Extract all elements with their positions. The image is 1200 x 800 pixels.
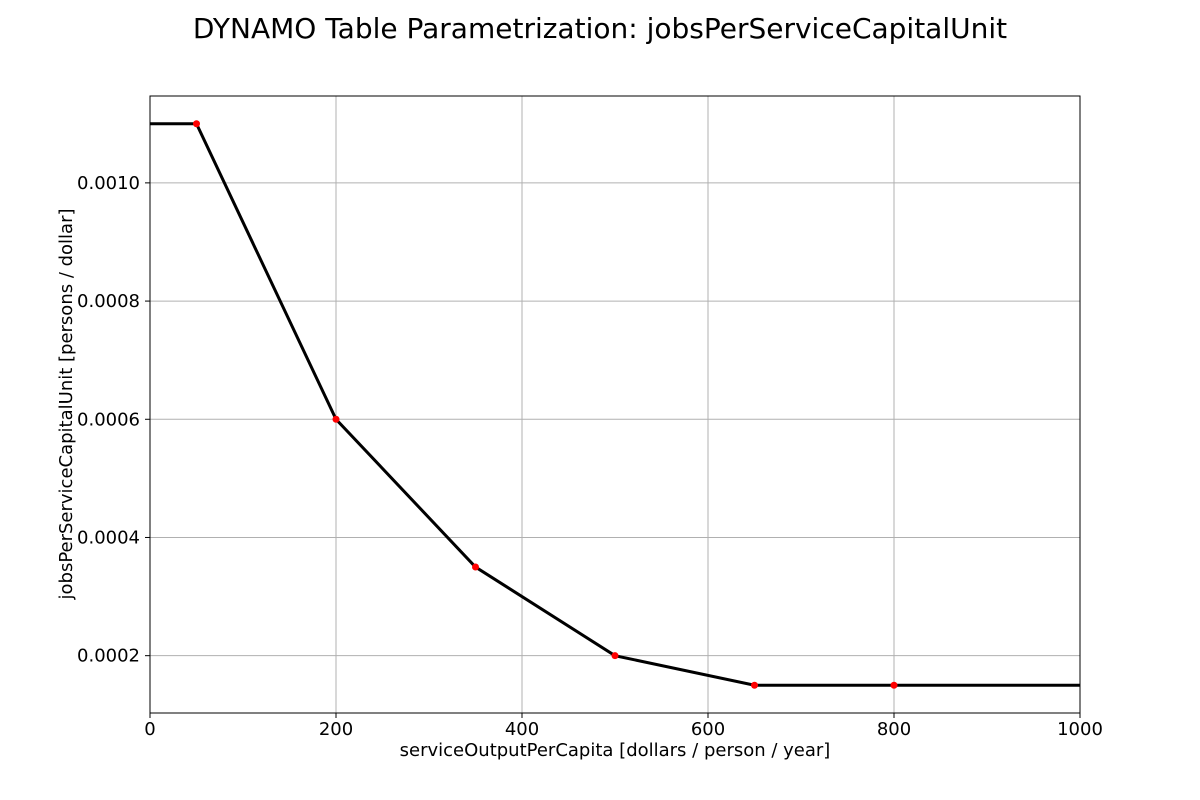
series-line-group xyxy=(150,122,1080,687)
series-line xyxy=(150,122,1080,687)
plot-frame xyxy=(149,95,1081,714)
x-tick-label: 200 xyxy=(319,719,353,740)
x-tick-label: 800 xyxy=(877,719,911,740)
data-point xyxy=(472,563,479,571)
data-point xyxy=(332,415,340,423)
y-axis-ticks: 0.0002 0.0004 0.0006 0.0008 0.0010 xyxy=(77,173,150,667)
grid xyxy=(149,96,1081,713)
y-axis-label: jobsPerServiceCapitalUnit [persons / dol… xyxy=(56,208,77,600)
x-axis-ticks: 0 200 400 600 800 1000 xyxy=(144,713,1103,740)
y-tick-label: 0.0006 xyxy=(77,409,140,430)
data-point xyxy=(193,120,200,128)
data-point xyxy=(890,681,898,689)
series-points-group xyxy=(193,120,898,689)
chart-title: DYNAMO Table Parametrization: jobsPerSer… xyxy=(193,12,1007,45)
x-tick-label: 0 xyxy=(144,719,155,740)
y-tick-label: 0.0002 xyxy=(77,646,140,667)
x-tick-label: 1000 xyxy=(1057,719,1103,740)
y-tick-label: 0.0008 xyxy=(77,291,140,312)
data-point xyxy=(611,652,619,660)
x-axis-label: serviceOutputPerCapita [dollars / person… xyxy=(400,740,831,761)
x-tick-label: 600 xyxy=(691,719,725,740)
y-tick-label: 0.0010 xyxy=(77,173,140,194)
x-tick-label: 400 xyxy=(505,719,539,740)
y-tick-label: 0.0004 xyxy=(77,527,140,548)
data-point xyxy=(751,681,758,689)
